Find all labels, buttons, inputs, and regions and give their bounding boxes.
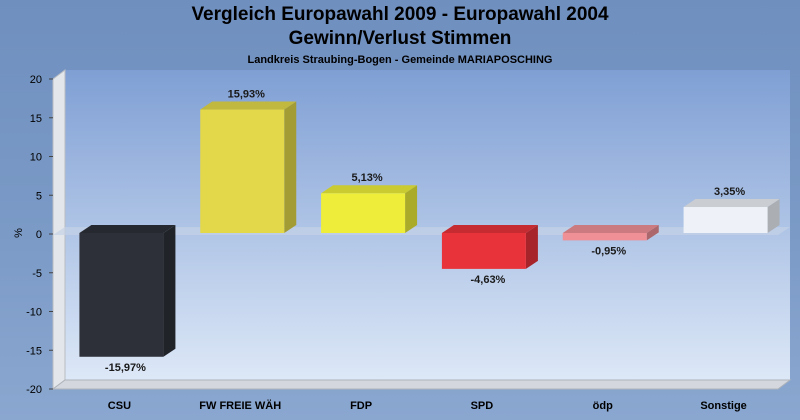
data-label: 5,13% — [351, 172, 382, 184]
x-category-label: FDP — [350, 400, 372, 412]
bar-side — [163, 225, 176, 357]
bar-top — [200, 101, 297, 110]
bar — [200, 101, 297, 233]
bar-front — [200, 109, 285, 233]
data-label: 3,35% — [714, 186, 745, 198]
y-axis-label: % — [13, 228, 25, 238]
bar-top — [441, 225, 538, 233]
bar-front — [79, 233, 164, 357]
data-label: 15,93% — [228, 89, 266, 101]
plot-floor — [51, 379, 792, 390]
y-tick-label: 5 — [36, 190, 42, 202]
x-category-label: ödp — [593, 400, 613, 412]
data-label: -4,63% — [470, 274, 505, 286]
plot-back-wall — [65, 70, 790, 380]
y-tick-label: -5 — [32, 268, 42, 280]
x-category-label: FW FREIE WÄH — [199, 399, 281, 412]
chart-title-line1: Vergleich Europawahl 2009 - Europawahl 2… — [191, 4, 609, 25]
chart-title-line2: Gewinn/Verlust Stimmen — [288, 28, 512, 49]
bar-front — [562, 233, 647, 241]
bar-front — [321, 193, 406, 233]
chart-subtitle: Landkreis Straubing-Bogen - Gemeinde MAR… — [247, 54, 553, 66]
data-label: -15,97% — [105, 362, 146, 374]
bar-top — [321, 185, 418, 194]
bar-side — [767, 199, 780, 233]
x-category-label: CSU — [108, 400, 131, 412]
bar-top — [79, 225, 176, 233]
y-tick-label: 0 — [36, 229, 42, 241]
y-tick-label: -15 — [26, 345, 42, 357]
bar-top — [562, 225, 659, 233]
y-tick-label: 10 — [30, 152, 42, 164]
x-category-label: SPD — [471, 400, 494, 412]
bar — [79, 225, 176, 357]
y-tick-label: -20 — [26, 384, 42, 396]
bar — [683, 199, 780, 233]
y-tick-label: 15 — [30, 113, 42, 125]
x-category-label: Sonstige — [700, 400, 746, 412]
bar-side — [525, 225, 538, 269]
bar-top — [683, 199, 780, 208]
bar — [441, 225, 538, 269]
bar-side — [646, 225, 659, 241]
bar — [321, 185, 418, 233]
bar-front — [441, 233, 526, 269]
data-label: -0,95% — [591, 245, 626, 257]
y-tick-label: -10 — [26, 307, 42, 319]
y-tick-label: 20 — [30, 74, 42, 86]
bar — [562, 225, 659, 241]
bar-side — [405, 185, 418, 233]
bar-front — [683, 207, 768, 233]
bar-side — [284, 101, 297, 233]
